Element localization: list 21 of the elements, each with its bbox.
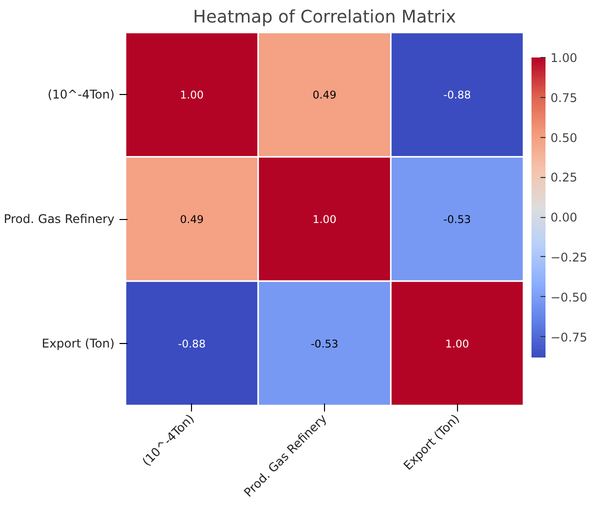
data-label: -0.53: [310, 337, 338, 350]
color-bar-label: 0.00: [550, 210, 578, 225]
color-bar-label: −0.75: [550, 330, 588, 344]
color-bar-label: 1.00: [550, 51, 578, 65]
data-label: -0.88: [443, 88, 472, 102]
color-bar-label: −0.25: [550, 250, 588, 264]
y-tick-label: Prod. Gas Refinery: [4, 212, 114, 226]
data-label: 0.49: [180, 213, 204, 226]
data-label: 1.00: [312, 213, 337, 226]
color-bar-label: 0.50: [550, 130, 578, 145]
data-label: 1.00: [445, 337, 470, 350]
color-bar-label: 0.25: [550, 170, 578, 185]
color-bar-label: −0.50: [550, 290, 588, 304]
y-tick-label: Export (Ton): [42, 336, 115, 350]
color-bar-label: 0.75: [550, 90, 578, 105]
y-tick-label: (10^-4Ton): [48, 88, 114, 102]
chart-title: Heatmap of Correlation Matrix: [193, 8, 456, 28]
data-label: -0.88: [178, 337, 206, 350]
data-label: 0.49: [312, 88, 337, 102]
data-label: -0.53: [443, 213, 471, 226]
data-label: 1.00: [180, 88, 204, 102]
